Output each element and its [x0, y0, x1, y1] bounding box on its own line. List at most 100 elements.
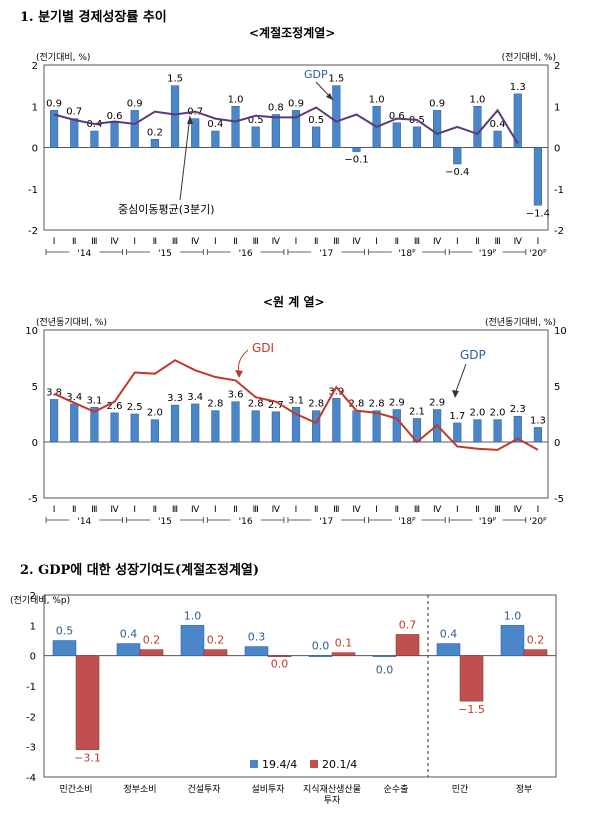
gdp-bar: [170, 404, 180, 443]
bar-20q1: [139, 649, 164, 656]
y-tick-right: 1: [554, 102, 560, 113]
gdp-bar: [453, 422, 462, 443]
quarter-label: Ⅲ: [333, 505, 339, 515]
gdp-bar: [412, 126, 422, 148]
value-label-20q1: 0.0: [271, 658, 289, 671]
bar-19q4: [500, 625, 525, 656]
category-label: 민간소비: [59, 784, 92, 795]
gdp-value-label: 2.9: [389, 398, 405, 409]
year-label: '17: [319, 517, 333, 527]
chart-yoy-growth: -5 -50 05 510 10(전년동기대비, %) (전년동기대비, %)3.8 3.4…: [25, 317, 567, 527]
year-label: '17: [319, 249, 333, 259]
category-label: 지식재산생산물: [303, 784, 361, 795]
gdp-bar: [130, 110, 139, 148]
chart-growth-contribution: -4 -3 -2 -1 0 1 2(전기대비, %p) 0.5 0.4 1.0 0.3 0.0 0.0 0…: [10, 591, 557, 806]
gdp-bar: [291, 110, 301, 148]
quarter-label: Ⅳ: [272, 505, 281, 515]
gdp-bar: [291, 407, 301, 443]
year-label: '15: [158, 517, 172, 527]
quarter-label: Ⅳ: [272, 237, 281, 247]
quarter-label: Ⅲ: [172, 237, 178, 247]
gdp-value-label: 2.0: [147, 408, 163, 419]
year-label: '16: [239, 517, 253, 527]
quarter-label: Ⅱ: [233, 505, 237, 515]
gdp-bar: [90, 130, 99, 148]
y-tick-left: 5: [32, 382, 38, 393]
gdp-bar: [170, 85, 180, 148]
value-label-19q4: 1.0: [504, 609, 522, 622]
gdp-bar: [231, 106, 240, 148]
value-label-20q1: 0.2: [527, 634, 545, 647]
quarter-label: Ⅰ: [295, 237, 298, 247]
y-tick-right: 0: [554, 144, 560, 155]
gdp-value-label: 0.7: [66, 107, 82, 118]
category-label: 투자: [324, 795, 341, 806]
y-tick-left: 0: [32, 438, 38, 449]
gdp-bar: [533, 147, 543, 206]
chart-quarterly-growth-sa: -2 -2-1 -10 01 12 2(전기대비, %) (전기대비, %)0.90.70.…: [28, 52, 564, 259]
gdp-value-label: 3.3: [167, 393, 183, 404]
quarter-label: Ⅳ: [110, 505, 119, 515]
quarter-label: Ⅱ: [153, 237, 157, 247]
quarter-label: Ⅲ: [253, 505, 259, 515]
quarter-label: Ⅰ: [375, 505, 378, 515]
legend-label-19q4: 19.4/4: [262, 758, 297, 771]
value-label-19q4: 0.3: [248, 631, 266, 644]
gdp-bar: [70, 118, 79, 148]
unit-label-left: (전기대비, %): [36, 52, 90, 63]
year-label: '18ᴾ: [398, 249, 416, 259]
section2-title: 2. GDP에 대한 성장기여도(계절조정계열): [20, 563, 260, 578]
gdp-annotation-arrowhead: [326, 93, 333, 100]
gdp-value-label: 1.0: [369, 94, 385, 105]
value-label-19q4: 0.5: [56, 625, 74, 638]
avg-annotation: 중심이동평균(3분기): [118, 203, 215, 216]
gdp-value-label: 0.9: [127, 98, 143, 109]
gdp-value-label: 3.6: [228, 390, 244, 401]
quarter-label: Ⅱ: [475, 237, 479, 247]
section1b-subtitle: <원 계 열>: [263, 295, 325, 309]
y-tick-right: 10: [554, 326, 567, 337]
gdp-bar: [332, 398, 341, 443]
gdp-bar: [150, 139, 159, 148]
quarter-label: Ⅱ: [72, 237, 76, 247]
year-label: '19ᴾ: [479, 517, 497, 527]
gdp-value-label: 2.0: [469, 408, 485, 419]
value-label-20q1: 0.2: [207, 634, 225, 647]
y-tick-left: -2: [28, 226, 38, 237]
gdp-value-label: 2.9: [429, 398, 445, 409]
gdp-value-label: 0.6: [389, 111, 405, 122]
gdp-bar: [211, 130, 220, 148]
bar-19q4: [244, 646, 269, 656]
gdp-bar: [513, 93, 522, 148]
quarter-label: Ⅰ: [375, 237, 378, 247]
value-label-19q4: 0.4: [440, 628, 458, 641]
quarter-label: Ⅲ: [172, 505, 178, 515]
bar-19q4: [180, 625, 205, 656]
value-label-20q1: 0.7: [399, 618, 417, 631]
unit-label-right: (전년동기대비, %): [485, 317, 556, 328]
gdp-value-label: −0.4: [445, 167, 469, 178]
gdp-value-label: 0.4: [490, 119, 506, 130]
gdp-bar: [312, 410, 321, 443]
gdp-bar: [312, 126, 321, 148]
gdp-value-label: 2.1: [409, 406, 425, 417]
gdp-bar: [352, 147, 361, 152]
gdp-bar: [110, 122, 119, 148]
gdp-bar: [251, 126, 260, 148]
quarter-label: Ⅳ: [191, 237, 200, 247]
gdp-bar: [271, 411, 280, 443]
quarter-label: Ⅰ: [133, 505, 136, 515]
gdp-value-label: 2.0: [490, 408, 506, 419]
year-label: '20ᴾ: [529, 249, 547, 259]
gdi-annotation-arrowhead: [235, 370, 243, 378]
quarter-label: Ⅰ: [133, 237, 136, 247]
y-tick-left: 2: [32, 61, 38, 72]
gdp-bar: [70, 403, 79, 443]
gdp-value-label: 0.8: [268, 103, 284, 114]
year-label: '18ᴾ: [398, 517, 416, 527]
quarter-label: Ⅳ: [433, 505, 442, 515]
quarter-label: Ⅱ: [314, 505, 318, 515]
legend-swatch-19q4: [250, 760, 258, 768]
gdp-value-label: 1.3: [510, 82, 526, 93]
gdp-bar: [130, 413, 139, 443]
